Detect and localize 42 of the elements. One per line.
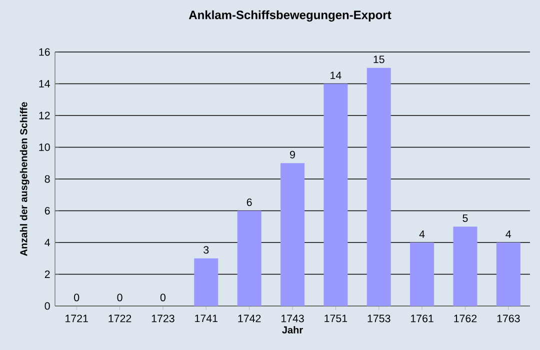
data-label: 4 bbox=[419, 230, 425, 238]
bar bbox=[366, 68, 391, 306]
x-tick-label: 1751 bbox=[324, 314, 348, 322]
x-tick-label: 1753 bbox=[368, 314, 390, 322]
bar bbox=[237, 210, 262, 306]
data-label: 0 bbox=[74, 294, 80, 302]
x-tick-label: 1742 bbox=[238, 314, 261, 322]
y-tick-label: 8 bbox=[44, 175, 50, 183]
x-tick-label: 1723 bbox=[152, 314, 174, 322]
y-tick-label: 0 bbox=[44, 302, 50, 310]
y-axis-title: Anzahl der ausgehenden Schiffe bbox=[20, 102, 30, 256]
y-tick-label: 4 bbox=[44, 238, 50, 246]
bar bbox=[453, 226, 478, 306]
x-tick-label: 1741 bbox=[195, 314, 218, 322]
data-label: 4 bbox=[506, 230, 512, 238]
y-tick-label: 2 bbox=[44, 270, 50, 278]
x-tick-label: 1761 bbox=[410, 314, 434, 322]
data-label: 5 bbox=[462, 214, 468, 222]
data-label: 15 bbox=[374, 56, 384, 64]
data-label: 3 bbox=[204, 246, 209, 254]
x-axis-title: Jahr bbox=[282, 326, 303, 334]
x-tick-label: 1743 bbox=[281, 314, 304, 322]
x-tick-label: 1721 bbox=[66, 314, 88, 322]
chart-title: Anklam-Schiffsbewegungen-Export bbox=[188, 10, 392, 22]
data-label: 9 bbox=[290, 150, 295, 158]
data-label: 0 bbox=[160, 294, 166, 302]
bar bbox=[280, 163, 304, 306]
data-label: 0 bbox=[117, 294, 122, 302]
y-tick-label: 6 bbox=[44, 206, 50, 215]
bar bbox=[324, 84, 348, 306]
y-tick-label: 16 bbox=[39, 48, 50, 56]
x-tick-label: 1763 bbox=[497, 314, 520, 322]
data-label: 14 bbox=[330, 72, 342, 80]
y-tick-label: 10 bbox=[39, 143, 50, 152]
y-tick-label: 14 bbox=[39, 80, 50, 88]
data-label: 6 bbox=[246, 198, 252, 206]
bar bbox=[410, 242, 434, 306]
x-tick-label: 1762 bbox=[454, 314, 477, 322]
x-tick-label: 1722 bbox=[108, 314, 132, 322]
y-tick-label: 12 bbox=[39, 112, 50, 120]
bar bbox=[496, 242, 520, 306]
bar bbox=[194, 258, 218, 306]
